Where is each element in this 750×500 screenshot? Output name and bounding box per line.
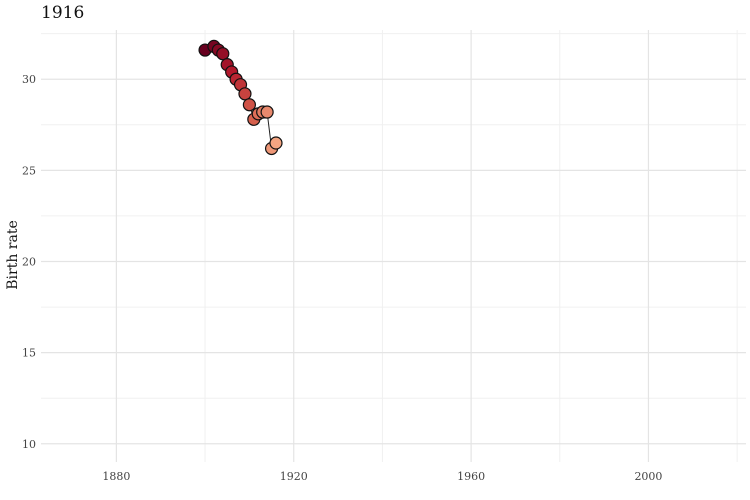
data-point [238, 87, 252, 101]
y-tick-label: 20 [22, 255, 36, 268]
y-tick-label: 15 [22, 347, 36, 360]
data-point [260, 105, 274, 119]
x-tick-label: 1880 [102, 470, 130, 483]
data-point [216, 47, 230, 61]
x-tick-label: 2000 [634, 470, 662, 483]
x-tick-label: 1920 [280, 470, 308, 483]
data-point [242, 98, 256, 112]
chart-title: 1916 [41, 3, 85, 23]
y-tick-label: 30 [22, 73, 36, 86]
data-point-group [198, 39, 283, 156]
tick-label-group: 1880 1920 1960 2000 10 15 20 25 30 [22, 73, 662, 483]
y-tick-label: 25 [22, 164, 36, 177]
grid [41, 30, 746, 462]
x-tick-label: 1960 [457, 470, 485, 483]
y-axis-title: Birth rate [5, 220, 21, 290]
data-point [269, 136, 283, 150]
y-tick-label: 10 [22, 438, 36, 451]
